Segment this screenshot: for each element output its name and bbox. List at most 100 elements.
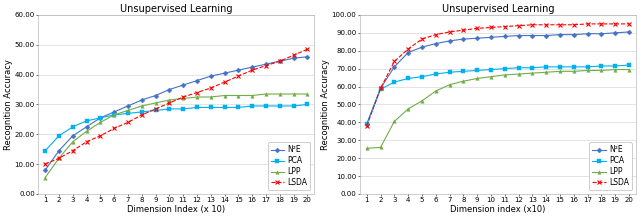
- N²E: [124, 105, 132, 107]
- N²E: [193, 79, 201, 82]
- N²E: [542, 34, 550, 37]
- PCA: [625, 64, 633, 66]
- Title: Unsupervised Learning: Unsupervised Learning: [120, 4, 232, 14]
- PCA: [611, 65, 619, 67]
- N²E: [515, 34, 522, 37]
- LPP: [432, 90, 440, 92]
- N²E: [445, 40, 453, 42]
- PCA: [97, 117, 104, 119]
- LPP: [404, 108, 412, 110]
- LPP: [515, 73, 522, 75]
- Line: N²E: N²E: [44, 55, 309, 172]
- N²E: [248, 66, 256, 68]
- N²E: [501, 35, 509, 38]
- LPP: [501, 74, 509, 76]
- LPP: [556, 70, 564, 73]
- PCA: [445, 71, 453, 73]
- PCA: [83, 119, 90, 122]
- N²E: [570, 33, 577, 36]
- LPP: [625, 68, 633, 71]
- PCA: [556, 66, 564, 68]
- N²E: [363, 123, 371, 126]
- LPP: [138, 105, 146, 107]
- LSDA: [570, 24, 577, 26]
- PCA: [404, 77, 412, 80]
- LPP: [418, 100, 426, 102]
- LPP: [487, 75, 495, 78]
- LSDA: [377, 87, 385, 90]
- N²E: [152, 94, 159, 97]
- LSDA: [152, 108, 159, 110]
- LSDA: [276, 60, 284, 63]
- LSDA: [193, 91, 201, 94]
- PCA: [515, 66, 522, 69]
- N²E: [290, 57, 298, 60]
- LSDA: [584, 23, 591, 25]
- N²E: [97, 117, 104, 119]
- LSDA: [303, 48, 311, 51]
- LSDA: [42, 163, 49, 165]
- N²E: [69, 135, 77, 137]
- N²E: [390, 66, 398, 68]
- LSDA: [529, 24, 536, 26]
- N²E: [179, 84, 187, 86]
- LPP: [611, 68, 619, 71]
- PCA: [542, 66, 550, 68]
- PCA: [460, 70, 467, 73]
- Line: N²E: N²E: [365, 30, 630, 126]
- N²E: [138, 99, 146, 101]
- PCA: [390, 81, 398, 83]
- LSDA: [363, 125, 371, 127]
- PCA: [166, 108, 173, 110]
- PCA: [290, 105, 298, 107]
- PCA: [363, 123, 371, 126]
- LPP: [445, 83, 453, 86]
- LSDA: [221, 81, 228, 83]
- Line: LPP: LPP: [44, 92, 309, 179]
- LPP: [584, 69, 591, 72]
- Legend: N²E, PCA, LPP, LSDA: N²E, PCA, LPP, LSDA: [268, 142, 310, 190]
- PCA: [418, 75, 426, 78]
- PCA: [55, 135, 63, 137]
- LPP: [179, 97, 187, 100]
- LPP: [97, 121, 104, 124]
- N²E: [166, 88, 173, 91]
- LSDA: [166, 102, 173, 104]
- LPP: [248, 94, 256, 97]
- N²E: [262, 63, 270, 65]
- N²E: [110, 111, 118, 113]
- Line: LSDA: LSDA: [44, 48, 309, 166]
- N²E: [460, 38, 467, 40]
- LSDA: [207, 87, 214, 89]
- PCA: [377, 88, 385, 90]
- PCA: [529, 66, 536, 69]
- N²E: [276, 60, 284, 63]
- LSDA: [460, 29, 467, 31]
- LPP: [474, 77, 481, 80]
- LPP: [262, 93, 270, 95]
- PCA: [124, 112, 132, 115]
- X-axis label: Dimension index (x10): Dimension index (x10): [450, 205, 545, 214]
- PCA: [152, 109, 159, 112]
- LSDA: [432, 33, 440, 36]
- N²E: [377, 87, 385, 90]
- LSDA: [55, 157, 63, 160]
- LSDA: [418, 38, 426, 40]
- N²E: [474, 37, 481, 39]
- LSDA: [179, 96, 187, 98]
- LPP: [363, 147, 371, 150]
- LPP: [166, 99, 173, 101]
- LPP: [529, 72, 536, 74]
- PCA: [303, 103, 311, 106]
- LPP: [69, 140, 77, 143]
- PCA: [570, 66, 577, 68]
- PCA: [207, 106, 214, 109]
- LPP: [207, 96, 214, 98]
- N²E: [418, 46, 426, 48]
- N²E: [221, 72, 228, 74]
- LSDA: [262, 64, 270, 67]
- PCA: [474, 69, 481, 72]
- LPP: [124, 109, 132, 112]
- LSDA: [97, 135, 104, 137]
- Legend: N²E, PCA, LPP, LSDA: N²E, PCA, LPP, LSDA: [589, 142, 632, 190]
